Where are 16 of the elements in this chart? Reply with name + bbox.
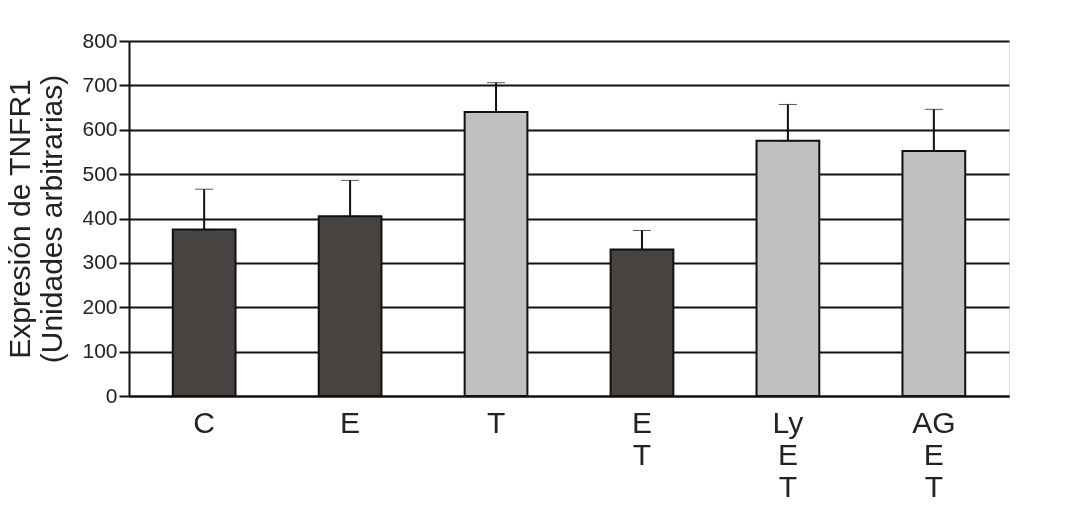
x-tick-label: E T: [631, 405, 652, 471]
y-tick-label: 0: [105, 383, 118, 407]
y-tick-label: 500: [82, 161, 118, 185]
y-tick-label: 300: [82, 250, 118, 274]
y-axis-title: Expresión de TNFR1 (Unidades arbitrarias): [3, 74, 69, 364]
y-tick-label: 700: [82, 72, 118, 96]
y-tick-label: 200: [82, 294, 118, 318]
x-tick-label: Ly E T: [772, 405, 804, 503]
x-tick-label: T: [486, 405, 506, 439]
x-tick-label: AG E T: [912, 405, 956, 503]
x-tick-label: E: [340, 405, 361, 439]
x-tick-label: C: [193, 405, 215, 439]
y-tick-label: 800: [82, 28, 118, 52]
y-tick-label: 100: [82, 339, 118, 363]
y-tick-label: 600: [82, 117, 118, 141]
y-tick-label: 400: [82, 206, 118, 229]
